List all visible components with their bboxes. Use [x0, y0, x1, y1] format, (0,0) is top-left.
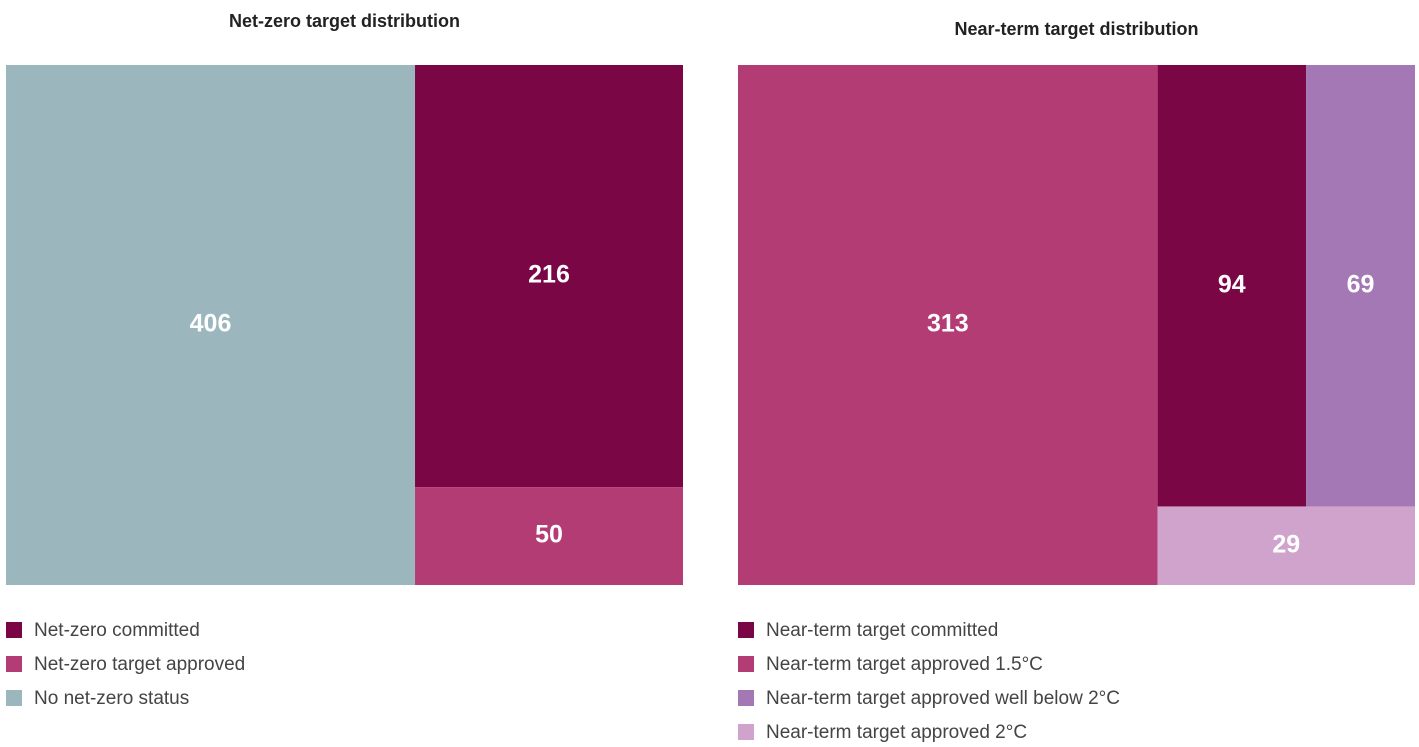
legend-swatch	[738, 690, 754, 706]
legend-label: Near-term target committed	[766, 620, 998, 641]
legend-swatch	[6, 690, 22, 706]
cell-label: 69	[1347, 270, 1375, 298]
legend-label: Net-zero target approved	[34, 654, 245, 675]
legend-label: Net-zero committed	[34, 620, 200, 641]
chart-title: Net-zero target distribution	[229, 11, 460, 31]
cell-label: 406	[190, 310, 232, 338]
cell-label: 50	[535, 521, 563, 549]
cell-label: 29	[1272, 530, 1300, 558]
legend-swatch	[6, 622, 22, 638]
legend-swatch	[738, 622, 754, 638]
treemap-cell	[415, 65, 683, 488]
treemap-cell	[1306, 65, 1415, 507]
legend-swatch	[738, 724, 754, 740]
legend-label: Near-term target approved well below 2°C	[766, 688, 1120, 709]
legend-label: No net-zero status	[34, 688, 189, 709]
treemap-cell	[415, 487, 683, 585]
legend-swatch	[738, 656, 754, 672]
treemap-cell	[1157, 65, 1307, 507]
treemap-cell	[1157, 506, 1415, 585]
cell-label: 313	[927, 310, 969, 338]
legend-label: Near-term target approved 1.5°C	[766, 654, 1043, 675]
legend-swatch	[6, 656, 22, 672]
chart-title: Near-term target distribution	[954, 19, 1198, 39]
treemap-cell	[738, 65, 1158, 585]
cell-label: 94	[1218, 270, 1246, 298]
treemap-cell	[6, 65, 416, 585]
legend-label: Near-term target approved 2°C	[766, 722, 1027, 743]
cell-label: 216	[528, 261, 570, 289]
